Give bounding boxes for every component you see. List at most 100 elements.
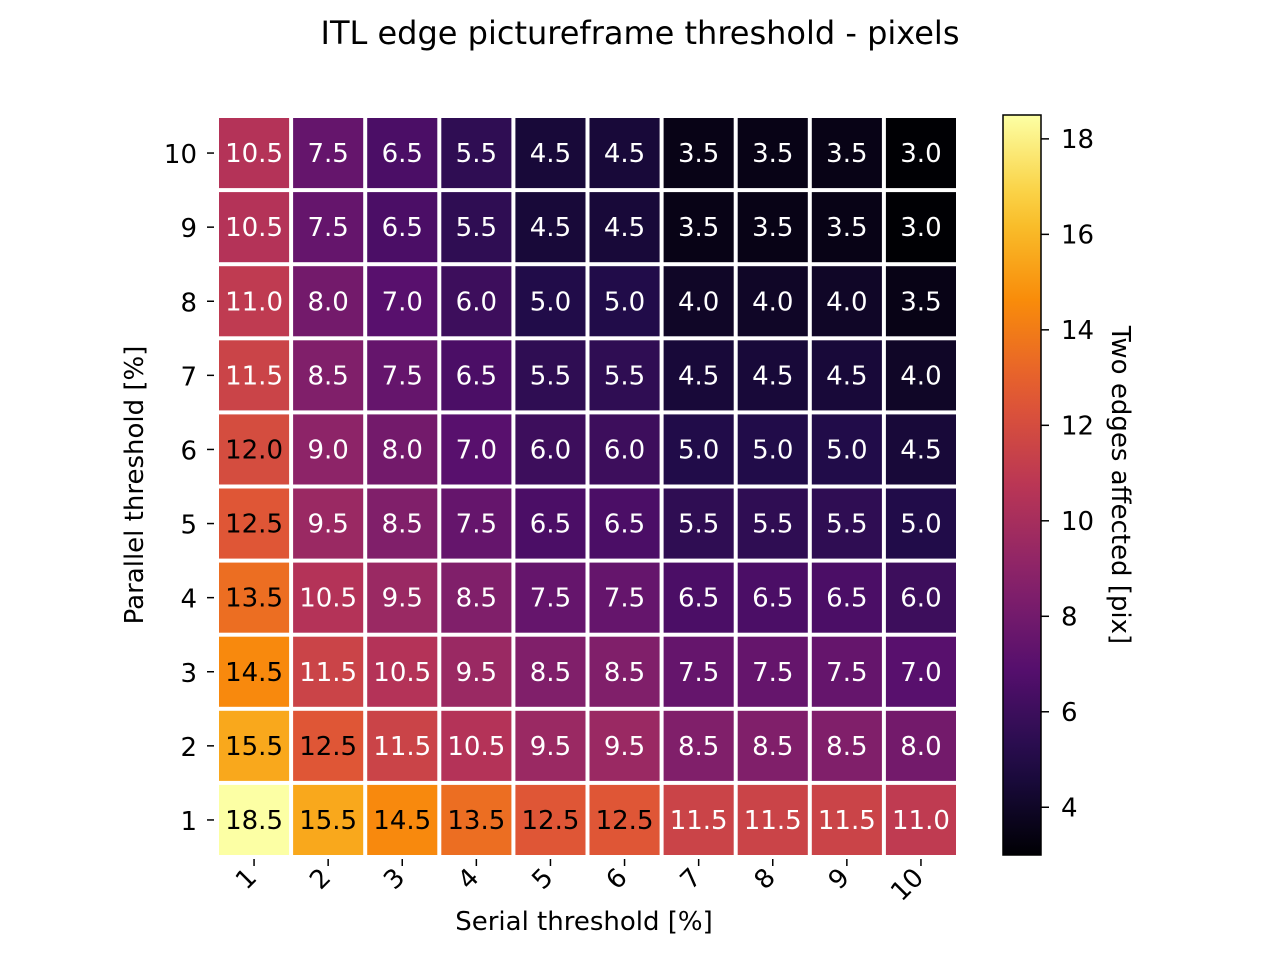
heatmap-cell xyxy=(367,636,438,707)
heatmap-cell xyxy=(515,562,586,633)
y-tick-label: 6 xyxy=(180,436,197,466)
heatmap-cell xyxy=(293,710,364,781)
cell-value-label: 5.5 xyxy=(826,510,867,540)
colorbar-tick-label: 4 xyxy=(1061,793,1078,823)
heatmap-cell xyxy=(589,118,660,189)
heatmap-cell xyxy=(885,266,956,337)
heatmap-cell xyxy=(441,266,512,337)
cell-value-label: 8.5 xyxy=(456,584,497,614)
heatmap-cell xyxy=(441,192,512,263)
heatmap-cell xyxy=(589,710,660,781)
cell-value-label: 4.5 xyxy=(604,139,645,169)
cell-value-label: 5.5 xyxy=(530,361,571,391)
cell-value-label: 5.0 xyxy=(752,435,793,465)
cell-value-label: 4.5 xyxy=(678,361,719,391)
heatmap-cell xyxy=(737,266,808,337)
heatmap-cell xyxy=(811,340,882,411)
heatmap-cell xyxy=(885,710,956,781)
colorbar-tick-label: 16 xyxy=(1061,220,1094,250)
heatmap-cell xyxy=(293,488,364,559)
heatmap-cell xyxy=(885,340,956,411)
heatmap-cell xyxy=(885,488,956,559)
colorbar-gradient xyxy=(1002,114,1042,856)
heatmap-cell xyxy=(885,192,956,263)
y-tick-label: 8 xyxy=(180,288,197,318)
cell-value-label: 3.5 xyxy=(900,287,941,317)
cell-value-label: 4.0 xyxy=(752,287,793,317)
x-tick-label: 10 xyxy=(885,863,930,908)
cell-value-label: 5.0 xyxy=(900,510,941,540)
cell-value-label: 11.0 xyxy=(225,287,283,317)
heatmap-cell xyxy=(515,340,586,411)
cell-value-label: 6.5 xyxy=(604,510,645,540)
cell-value-label: 8.5 xyxy=(604,658,645,688)
heatmap-cell xyxy=(515,488,586,559)
heatmap-cell xyxy=(589,784,660,855)
cell-value-label: 11.5 xyxy=(744,806,802,836)
cell-value-label: 7.5 xyxy=(456,510,497,540)
cell-value-label: 7.5 xyxy=(307,139,348,169)
heatmap-cells: 10.5 7.5 6.5 5.5 4.5 4.5 3.5 3.5 3.5 3.0 10.5 7.5 6.… xyxy=(219,118,956,855)
cell-value-label: 4.5 xyxy=(900,435,941,465)
cell-value-label: 5.5 xyxy=(678,510,719,540)
cell-value-label: 4.5 xyxy=(530,139,571,169)
heatmap-cell xyxy=(441,488,512,559)
heatmap-cell xyxy=(589,192,660,263)
cell-value-label: 6.0 xyxy=(530,435,571,465)
heatmap-cell xyxy=(219,488,290,559)
heatmap-cell xyxy=(367,414,438,485)
cell-value-label: 7.5 xyxy=(678,658,719,688)
heatmap-cell xyxy=(663,562,734,633)
cell-value-label: 9.5 xyxy=(604,732,645,762)
heatmap-cell xyxy=(737,636,808,707)
cell-value-label: 12.5 xyxy=(596,806,654,836)
heatmap-cell xyxy=(441,562,512,633)
heatmap-cell xyxy=(293,414,364,485)
cell-value-label: 7.5 xyxy=(752,658,793,688)
heatmap-cell xyxy=(515,192,586,263)
cell-value-label: 5.5 xyxy=(752,510,793,540)
cell-value-label: 6.5 xyxy=(826,584,867,614)
y-tick-label: 1 xyxy=(180,807,197,837)
cell-value-label: 14.5 xyxy=(373,806,431,836)
x-tick-label: 7 xyxy=(675,863,708,896)
cell-value-label: 6.0 xyxy=(456,287,497,317)
heatmap-cell xyxy=(737,340,808,411)
cell-value-label: 8.5 xyxy=(678,732,719,762)
cell-value-label: 4.5 xyxy=(530,213,571,243)
heatmap-cell xyxy=(737,488,808,559)
heatmap-cell xyxy=(885,562,956,633)
cell-value-label: 7.0 xyxy=(900,658,941,688)
cell-value-label: 3.5 xyxy=(678,139,719,169)
colorbar-tick-label: 10 xyxy=(1061,507,1094,537)
heatmap-cell xyxy=(515,414,586,485)
heatmap-cell xyxy=(219,414,290,485)
cell-value-label: 9.0 xyxy=(307,435,348,465)
cell-value-label: 7.5 xyxy=(604,584,645,614)
heatmap-cell xyxy=(219,784,290,855)
cell-value-label: 4.5 xyxy=(752,361,793,391)
heatmap-cell xyxy=(663,710,734,781)
heatmap-cell xyxy=(441,710,512,781)
cell-value-label: 11.5 xyxy=(225,361,283,391)
heatmap-cell xyxy=(737,562,808,633)
heatmap-cell xyxy=(811,118,882,189)
cell-value-label: 6.5 xyxy=(678,584,719,614)
x-tick-label: 3 xyxy=(378,863,411,896)
heatmap-cell xyxy=(367,266,438,337)
chart-title: ITL edge pictureframe threshold - pixels xyxy=(321,14,960,52)
heatmap-cell xyxy=(293,118,364,189)
cell-value-label: 8.0 xyxy=(900,732,941,762)
heatmap-cell xyxy=(367,488,438,559)
cell-value-label: 11.5 xyxy=(818,806,876,836)
heatmap-cell xyxy=(515,118,586,189)
heatmap-cell xyxy=(663,192,734,263)
heatmap-cell xyxy=(811,710,882,781)
cell-value-label: 8.5 xyxy=(530,658,571,688)
heatmap-cell xyxy=(219,266,290,337)
y-tick-label: 2 xyxy=(180,733,197,763)
cell-value-label: 3.5 xyxy=(752,213,793,243)
heatmap-cell xyxy=(293,636,364,707)
cell-value-label: 9.5 xyxy=(307,510,348,540)
